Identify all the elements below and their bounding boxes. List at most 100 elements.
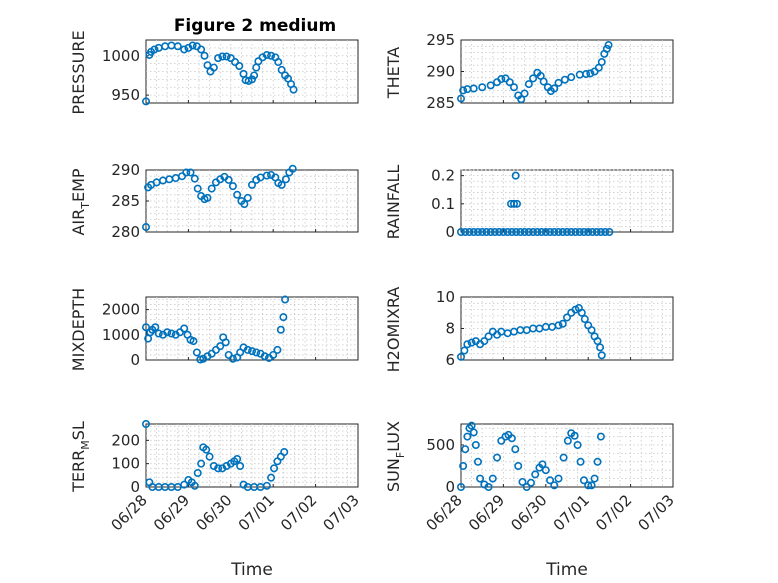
data-point xyxy=(596,343,605,352)
x-tick-label: 06/30 xyxy=(507,491,550,534)
data-point xyxy=(280,447,289,456)
data-point xyxy=(471,440,480,449)
data-point xyxy=(186,168,195,177)
data-point xyxy=(562,313,571,322)
data-point xyxy=(579,228,588,237)
y-tick-label: 10 xyxy=(436,288,455,306)
data-point xyxy=(586,69,595,78)
data-point xyxy=(529,228,538,237)
data-point xyxy=(203,193,212,202)
data-point xyxy=(154,329,163,338)
data-point xyxy=(486,81,495,90)
y-tick-label: 290 xyxy=(426,63,455,81)
data-point xyxy=(467,421,476,430)
data-point xyxy=(180,324,189,333)
data-point xyxy=(567,228,576,237)
data-point xyxy=(567,73,576,82)
data-point xyxy=(221,338,230,347)
data-point xyxy=(456,228,465,237)
data-point xyxy=(240,200,249,209)
data-point xyxy=(517,95,526,104)
data-point xyxy=(469,228,478,237)
y-tick-label: 950 xyxy=(111,86,140,104)
data-point xyxy=(456,94,465,103)
y-axis-label: PRESSURE xyxy=(69,30,88,114)
data-point xyxy=(469,428,478,437)
y-axis-label: RAINFALL xyxy=(384,165,403,240)
data-point xyxy=(577,308,586,317)
data-point xyxy=(236,461,245,470)
data-point xyxy=(526,478,535,487)
data-point xyxy=(554,78,563,87)
y-axis-label: AIRTEMP xyxy=(69,168,92,235)
data-point xyxy=(514,461,523,470)
data-point xyxy=(522,482,531,491)
y-tick-label: 280 xyxy=(111,223,140,241)
data-point xyxy=(207,184,216,193)
x-tick-label: 06/28 xyxy=(108,491,151,534)
data-point xyxy=(584,228,593,237)
data-point xyxy=(507,228,516,237)
data-point xyxy=(233,454,242,463)
subplot-mixdepth: 0 1000 2000 MIXDEPTH xyxy=(69,288,359,371)
data-point xyxy=(541,228,550,237)
data-point xyxy=(588,228,597,237)
data-point xyxy=(592,228,601,237)
data-point xyxy=(516,228,525,237)
data-point xyxy=(503,228,512,237)
data-point xyxy=(233,190,242,199)
subplot-h2omixra: 6 8 10 H2OMIXRA xyxy=(384,287,674,373)
y-axis-label: THETA xyxy=(384,47,403,99)
x-tick-label: 06/28 xyxy=(423,491,466,534)
data-point xyxy=(151,323,160,332)
data-point xyxy=(582,70,591,79)
data-point xyxy=(270,464,279,473)
data-point xyxy=(173,42,182,51)
data-point xyxy=(459,461,468,470)
data-point xyxy=(142,323,151,332)
data-point xyxy=(554,474,563,483)
x-tick-label: 06/30 xyxy=(192,491,235,534)
y-tick-label: 6 xyxy=(445,351,455,369)
data-point xyxy=(484,332,493,341)
data-point xyxy=(570,431,579,440)
data-point xyxy=(277,65,286,74)
data-point xyxy=(228,182,237,191)
subplot-theta: 285 290 295 THETA xyxy=(384,31,674,112)
y-tick-label: 0 xyxy=(130,478,140,496)
data-point xyxy=(250,71,259,80)
x-axis-label: Time xyxy=(545,560,588,580)
data-point xyxy=(490,228,499,237)
data-point xyxy=(228,354,237,363)
data-point xyxy=(554,321,563,330)
data-point xyxy=(488,474,497,483)
data-point xyxy=(214,464,223,473)
data-point xyxy=(563,436,572,445)
x-axis-label: Time xyxy=(230,560,273,580)
y-tick-label: 285 xyxy=(426,94,455,112)
data-point xyxy=(456,352,465,361)
x-tick-label: 07/02 xyxy=(277,491,320,534)
y-tick-label: 1000 xyxy=(102,326,140,344)
data-point xyxy=(273,345,282,354)
y-tick-label: 295 xyxy=(426,31,455,49)
data-point xyxy=(571,228,580,237)
data-point xyxy=(559,453,568,462)
x-tick-label: 07/03 xyxy=(320,491,363,534)
data-point xyxy=(279,313,288,322)
data-point xyxy=(497,436,506,445)
y-tick-label: 285 xyxy=(111,192,140,210)
y-axis-label: H2OMIXRA xyxy=(384,287,403,373)
data-point xyxy=(188,41,197,50)
data-point xyxy=(260,352,269,361)
x-tick-label: 06/29 xyxy=(465,491,508,534)
data-point xyxy=(511,445,520,454)
data-point xyxy=(520,228,529,237)
data-point xyxy=(576,457,585,466)
y-tick-label: 100 xyxy=(111,455,140,473)
data-point xyxy=(476,474,485,483)
data-point xyxy=(243,345,252,354)
y-tick-label: 0.1 xyxy=(431,195,455,213)
data-point xyxy=(269,350,278,359)
